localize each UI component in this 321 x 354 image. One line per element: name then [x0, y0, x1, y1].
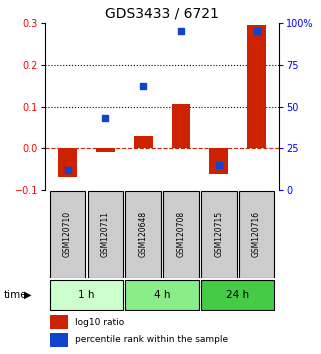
- Text: 4 h: 4 h: [154, 290, 170, 300]
- FancyBboxPatch shape: [201, 191, 237, 278]
- Bar: [58, 148, 77, 177]
- Bar: [50, 333, 68, 347]
- Title: GDS3433 / 6721: GDS3433 / 6721: [105, 6, 219, 21]
- Text: GSM120716: GSM120716: [252, 211, 261, 257]
- Text: ▶: ▶: [24, 290, 31, 300]
- FancyBboxPatch shape: [50, 280, 123, 309]
- Point: [65, 167, 70, 173]
- Point: [216, 162, 221, 168]
- Text: 24 h: 24 h: [226, 290, 249, 300]
- Text: percentile rank within the sample: percentile rank within the sample: [75, 335, 229, 344]
- Bar: [50, 315, 68, 329]
- FancyBboxPatch shape: [88, 191, 123, 278]
- FancyBboxPatch shape: [163, 191, 199, 278]
- Point: [178, 29, 184, 34]
- Bar: [134, 136, 153, 148]
- FancyBboxPatch shape: [201, 280, 274, 309]
- Bar: [171, 104, 190, 148]
- Text: log10 ratio: log10 ratio: [75, 318, 125, 327]
- Text: 1 h: 1 h: [78, 290, 95, 300]
- FancyBboxPatch shape: [126, 191, 161, 278]
- FancyBboxPatch shape: [239, 191, 274, 278]
- Text: GSM120710: GSM120710: [63, 211, 72, 257]
- Text: time: time: [3, 290, 27, 300]
- Bar: [96, 148, 115, 152]
- FancyBboxPatch shape: [50, 191, 85, 278]
- Text: GSM120711: GSM120711: [101, 211, 110, 257]
- Text: GSM120715: GSM120715: [214, 211, 223, 257]
- Text: GSM120648: GSM120648: [139, 211, 148, 257]
- Point: [141, 84, 146, 89]
- FancyBboxPatch shape: [126, 280, 199, 309]
- Text: GSM120708: GSM120708: [177, 211, 186, 257]
- Point: [254, 29, 259, 34]
- Bar: [247, 25, 266, 148]
- Point: [103, 115, 108, 121]
- Bar: [209, 148, 228, 174]
